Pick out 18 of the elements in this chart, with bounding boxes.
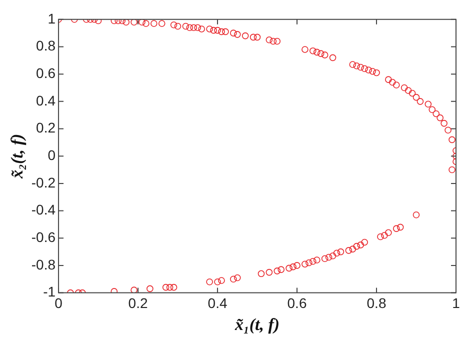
y-tick-label: 0.6: [36, 64, 56, 81]
y-axis-title: x̃₂(t, f): [8, 134, 27, 180]
x-tick-label: 0.2: [128, 295, 148, 312]
y-tick-label: -1: [43, 284, 56, 300]
x-tick-label: 0.8: [366, 295, 386, 312]
x-axis-title: x̃₁(t, f): [234, 315, 280, 334]
y-tick-label: 0.4: [36, 92, 56, 108]
x-tick-label: 1: [452, 295, 460, 312]
y-tick-label: 1: [48, 10, 56, 26]
y-tick-label: 0: [48, 146, 56, 163]
y-tick-label: -0.6: [31, 228, 56, 245]
y-tick-label: -0.8: [31, 256, 56, 272]
y-tick-label: -0.4: [31, 202, 56, 218]
y-tick-label: 0.8: [36, 38, 56, 54]
y-tick-label: 0.2: [36, 120, 56, 136]
x-tick-label: 0.4: [208, 295, 228, 312]
x-tick-label: 0.6: [287, 295, 307, 312]
y-tick-label: -0.2: [31, 174, 56, 190]
